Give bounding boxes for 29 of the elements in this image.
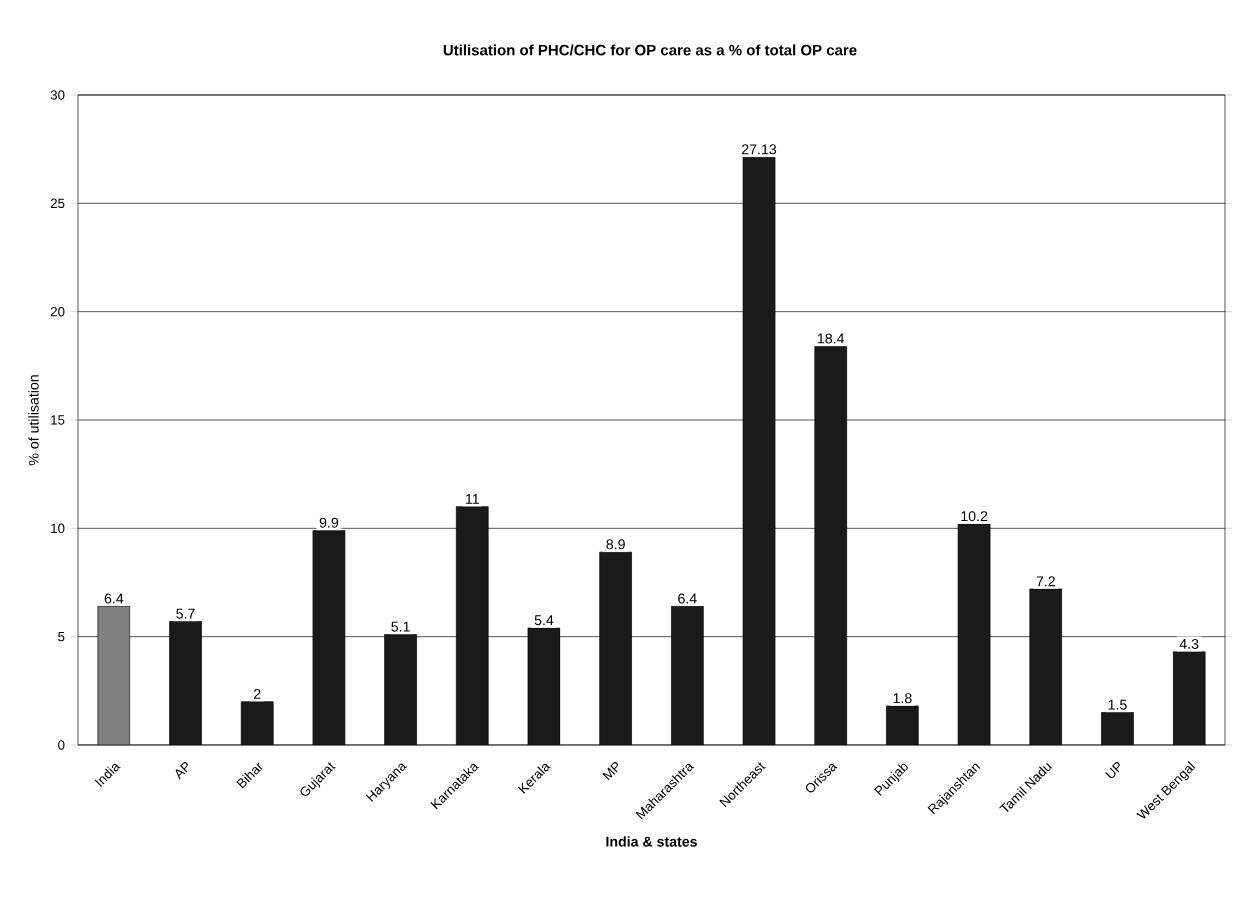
x-axis-title: India & states (606, 836, 697, 847)
x-tick-label: AP (175, 762, 188, 780)
y-tick-label: 10 (51, 523, 65, 534)
data-label: 2 (253, 688, 261, 699)
x-tick-label: MP (602, 762, 618, 781)
data-label: 27.13 (742, 144, 777, 155)
data-label: 6.4 (678, 593, 697, 604)
data-label: 5.4 (534, 615, 554, 626)
data-label: 1.5 (1108, 699, 1127, 710)
data-label: 1.8 (893, 693, 912, 704)
data-label: 18.4 (818, 333, 845, 344)
chart-title: Utilisation of PHC/CHC for OP care as a % of total OP care (443, 44, 857, 56)
data-label: 5.1 (391, 621, 410, 632)
data-label: 6.4 (104, 593, 124, 604)
y-tick-label: 5 (58, 632, 65, 642)
y-tick-label: 20 (50, 306, 65, 317)
y-axis-title: % of utilisation (28, 375, 39, 466)
x-tick-label: UP (1105, 762, 1120, 779)
y-tick-label: 15 (51, 415, 65, 425)
y-tick-label: 30 (50, 90, 65, 100)
data-label: 11 (466, 494, 479, 504)
data-label: 4.3 (1179, 638, 1199, 649)
y-tick-label: 0 (58, 740, 65, 750)
data-label: 10.2 (961, 511, 988, 522)
data-label: 8.9 (606, 539, 625, 550)
data-label: 7.2 (1036, 576, 1055, 587)
data-label: 9.9 (319, 517, 339, 528)
y-tick-label: 25 (50, 198, 65, 209)
data-label: 5.7 (176, 608, 195, 619)
